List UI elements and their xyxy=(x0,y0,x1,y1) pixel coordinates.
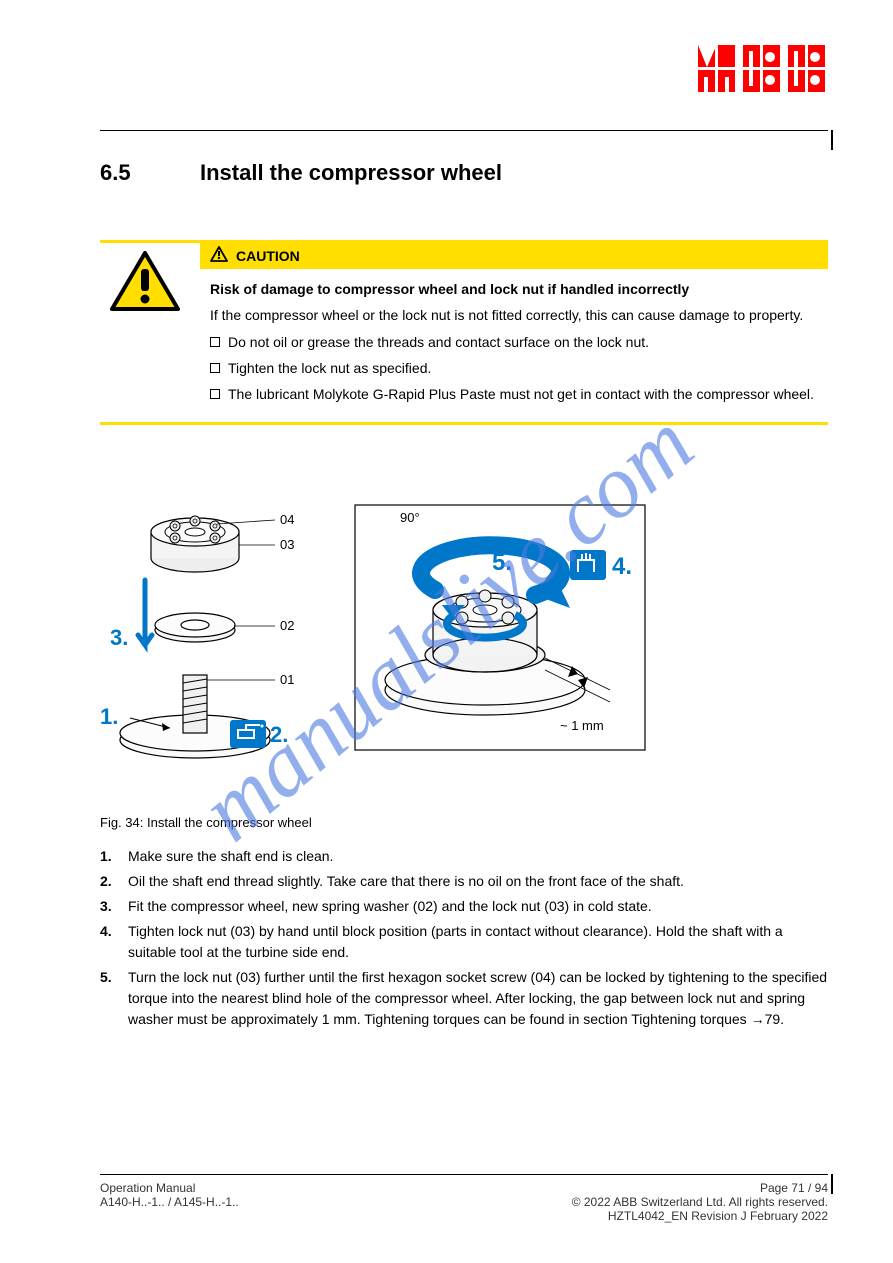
caution-bullet: Do not oil or grease the threads and con… xyxy=(210,332,818,352)
steps-list: Make sure the shaft end is clean. Oil th… xyxy=(100,846,828,1034)
step-marker-2: 2. xyxy=(270,722,288,747)
caution-line1: Risk of damage to compressor wheel and l… xyxy=(210,279,818,299)
step-item: Fit the compressor wheel, new spring was… xyxy=(100,896,828,917)
part-label-02: 02 xyxy=(280,618,294,633)
step-item: Make sure the shaft end is clean. xyxy=(100,846,828,867)
step-marker-1: 1. xyxy=(100,704,118,729)
figure: 04 03 02 01 3. 1. 2. xyxy=(100,480,660,800)
footer-doc-type: Operation Manual xyxy=(100,1181,239,1195)
step-marker-5: 5. xyxy=(492,549,512,576)
caution-bullet: Tighten the lock nut as specified. xyxy=(210,358,818,378)
figure-caption: Fig. 34: Install the compressor wheel xyxy=(100,815,312,830)
caution-small-triangle-icon xyxy=(210,246,228,267)
gap-label: ~ 1 mm xyxy=(560,718,604,733)
section-title: Install the compressor wheel xyxy=(200,160,502,186)
step-item: Turn the lock nut (03) further until the… xyxy=(100,967,828,1030)
section-number: 6.5 xyxy=(100,160,131,186)
caution-header: CAUTION xyxy=(236,248,300,264)
warning-triangle-icon xyxy=(110,251,180,318)
footer-model: A140-H..-1.. / A145-H..-1.. xyxy=(100,1195,239,1209)
figure-caption-text: Install the compressor wheel xyxy=(147,815,312,830)
footer: Operation Manual A140-H..-1.. / A145-H..… xyxy=(100,1174,828,1223)
caution-bullet: The lubricant Molykote G-Rapid Plus Past… xyxy=(210,384,818,404)
step-marker-3: 3. xyxy=(110,625,128,650)
caution-line2: If the compressor wheel or the lock nut … xyxy=(210,305,818,325)
step-item: Oil the shaft end thread slightly. Take … xyxy=(100,871,828,892)
step-item: Tighten lock nut (03) by hand until bloc… xyxy=(100,921,828,963)
step-marker-4: 4. xyxy=(612,553,632,580)
caution-panel: CAUTION Risk of damage to compressor whe… xyxy=(100,240,828,425)
angle-label: 90° xyxy=(400,510,420,525)
part-label-04: 04 xyxy=(280,512,294,527)
footer-page: Page 71 / 94 xyxy=(572,1181,828,1195)
part-label-03: 03 xyxy=(280,537,294,552)
footer-copyright: © 2022 ABB Switzerland Ltd. All rights r… xyxy=(572,1195,828,1209)
header-rule-edge xyxy=(831,130,833,150)
figure-number: Fig. 34 xyxy=(100,815,140,830)
part-label-01: 01 xyxy=(280,672,294,687)
footer-revision: HZTL4042_EN Revision J February 2022 xyxy=(572,1209,828,1223)
abb-logo xyxy=(698,45,828,100)
header-rule xyxy=(100,130,828,131)
caution-body: Risk of damage to compressor wheel and l… xyxy=(200,269,828,422)
